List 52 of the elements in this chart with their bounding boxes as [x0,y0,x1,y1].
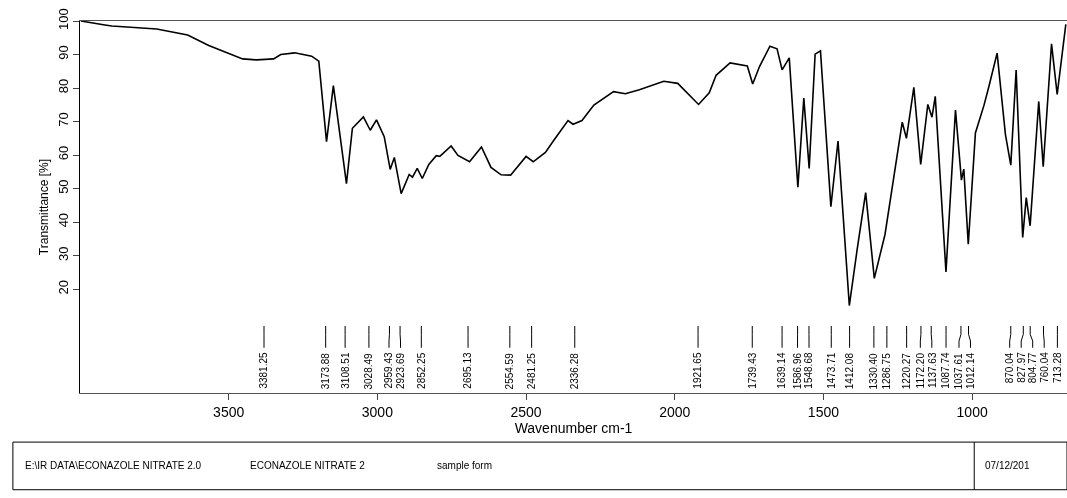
annotation: 1473.71 [825,352,837,389]
annotation: 1548.68 [803,352,815,389]
annotation: 2336.28 [569,352,581,390]
x-tick-label: 1000 [956,403,988,420]
x-tick-label: 2500 [510,403,542,420]
text: E:\IR DATA\ECONAZOLE NITRATE 2.0 [25,460,202,471]
y-axis-title: Transmittance [%] [37,158,52,256]
annotation: 1137.63 [926,352,938,388]
x-tick-label: 3500 [213,403,245,420]
annotation: 2481.25 [526,352,538,390]
annotation: 827.97 [1015,351,1027,383]
text: 07/12/201 [985,460,1030,471]
y-tick-label: 90 [55,45,71,60]
y-tick-label: 50 [55,179,71,194]
x-tick-label: 3000 [361,403,394,420]
y-tick-label: 60 [55,145,71,161]
annotation: 1087.74 [940,352,952,389]
annotation: 2923.69 [394,352,406,390]
x-tick-label: 2000 [659,403,691,420]
y-tick-label: 40 [55,212,71,228]
y-tick-label: 80 [55,78,71,94]
annotation: 1739.43 [746,352,758,389]
annotation: 1012.14 [964,352,976,390]
annotation: 760.04 [1038,351,1050,383]
annotation: 1921.65 [692,352,704,389]
annotation: 2959.43 [383,352,395,389]
text: ECONAZOLE NITRATE 2 [250,460,366,471]
annotation: 3381.25 [258,352,270,389]
y-tick-label: 70 [55,112,71,127]
annotation: 2852.25 [415,352,427,389]
annotation: 2695.13 [462,352,474,389]
annotation: 3108.51 [339,352,351,389]
x-axis-title: Wavenumber cm-1 [514,419,633,436]
annotation: 1639.14 [776,352,788,389]
annotation: 1220.27 [901,352,913,390]
annotation: 1412.08 [843,352,855,390]
annotation: 1330.40 [868,352,880,390]
annotation: 1586.96 [791,352,803,390]
y-tick-label: 20 [55,279,71,295]
annotation: 870.04 [1004,352,1016,384]
annotation: 713.28 [1051,351,1063,383]
text: sample form [437,460,493,471]
y-tick-label: 100 [55,8,71,30]
annotation: 1286.75 [881,352,893,390]
annotation: 3028.49 [363,352,375,390]
y-tick-label: 30 [55,246,71,261]
annotation: 2554.59 [504,352,516,390]
annotation: 804.77 [1027,352,1039,384]
annotation: 3173.88 [320,352,332,390]
x-tick-label: 1500 [807,403,840,420]
annotation: 1172.20 [915,352,927,389]
annotation: 1037.61 [953,353,965,390]
